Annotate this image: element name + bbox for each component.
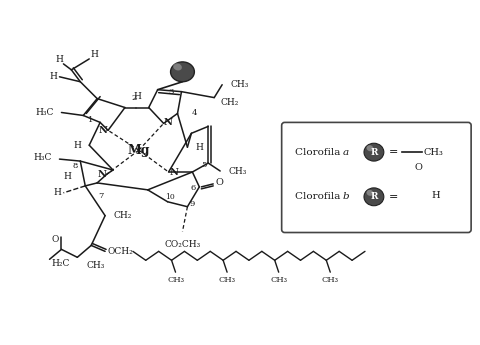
Text: H: H: [134, 92, 142, 101]
Text: N: N: [163, 118, 172, 127]
Text: H: H: [90, 50, 98, 59]
Text: H: H: [56, 56, 63, 65]
Text: 3: 3: [168, 88, 173, 96]
Text: 4: 4: [192, 109, 197, 118]
Text: R: R: [370, 148, 378, 157]
Text: CH₃: CH₃: [167, 276, 184, 284]
Text: H₂C: H₂C: [51, 259, 70, 268]
Text: =: =: [389, 147, 398, 157]
Text: OCH₂: OCH₂: [107, 247, 133, 256]
Text: R: R: [370, 192, 378, 201]
Text: H: H: [54, 188, 61, 197]
Text: 2: 2: [131, 93, 136, 102]
Text: H: H: [195, 143, 203, 152]
Text: CH₃: CH₃: [270, 276, 287, 284]
Text: H: H: [432, 191, 440, 200]
Text: =: =: [389, 192, 398, 202]
Ellipse shape: [173, 63, 182, 70]
Ellipse shape: [170, 62, 194, 82]
Text: CH₃: CH₃: [423, 148, 444, 157]
Text: N: N: [98, 170, 107, 179]
Text: H₃C: H₃C: [35, 108, 53, 117]
Text: CH₃: CH₃: [87, 261, 105, 270]
Text: 1: 1: [87, 116, 93, 125]
Text: N: N: [99, 126, 108, 135]
Ellipse shape: [367, 145, 373, 151]
Text: 7: 7: [98, 192, 104, 200]
Ellipse shape: [367, 190, 373, 196]
Text: 10: 10: [165, 193, 174, 201]
Text: H₃C: H₃C: [33, 152, 51, 161]
Text: 5: 5: [202, 161, 207, 169]
Text: O: O: [415, 162, 422, 171]
Text: CH₃: CH₃: [230, 80, 249, 89]
Text: CH₂: CH₂: [220, 98, 239, 107]
Text: a: a: [342, 148, 348, 157]
Text: CH₃: CH₃: [322, 276, 339, 284]
Text: H: H: [73, 141, 81, 150]
Text: CH₂: CH₂: [113, 211, 132, 220]
Text: H: H: [63, 172, 72, 181]
Text: 9: 9: [190, 200, 195, 208]
Text: 8: 8: [72, 162, 78, 170]
FancyBboxPatch shape: [282, 122, 471, 233]
Text: CH₃: CH₃: [228, 167, 246, 176]
Ellipse shape: [364, 143, 384, 161]
Text: 6: 6: [191, 184, 196, 192]
Ellipse shape: [364, 188, 384, 206]
Text: b: b: [342, 192, 349, 201]
Text: O: O: [215, 178, 223, 187]
Text: Mg: Mg: [128, 144, 150, 157]
Text: CH₃: CH₃: [218, 276, 236, 284]
Text: Clorofila: Clorofila: [295, 192, 343, 201]
Text: N: N: [169, 168, 178, 177]
Text: R: R: [180, 68, 188, 77]
Text: H: H: [49, 72, 58, 81]
Text: Clorofila: Clorofila: [295, 148, 343, 157]
Text: CO₂CH₃: CO₂CH₃: [164, 240, 201, 249]
Text: O: O: [52, 235, 59, 244]
